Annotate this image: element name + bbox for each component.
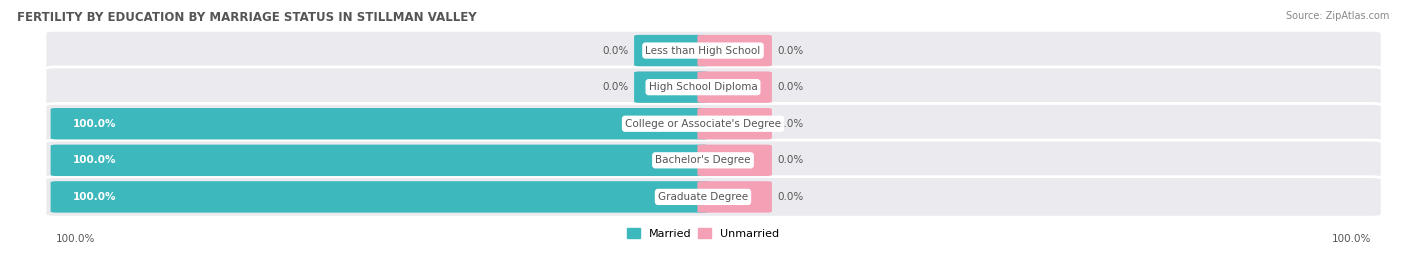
Text: 0.0%: 0.0% <box>778 82 804 92</box>
FancyBboxPatch shape <box>45 67 1382 107</box>
FancyBboxPatch shape <box>697 72 772 103</box>
Text: High School Diploma: High School Diploma <box>648 82 758 92</box>
FancyBboxPatch shape <box>51 181 709 213</box>
Text: 0.0%: 0.0% <box>602 45 628 56</box>
Text: 0.0%: 0.0% <box>778 119 804 129</box>
Text: 100.0%: 100.0% <box>56 234 96 244</box>
FancyBboxPatch shape <box>51 108 709 139</box>
Text: Bachelor's Degree: Bachelor's Degree <box>655 155 751 165</box>
Text: 100.0%: 100.0% <box>73 192 117 202</box>
Text: 100.0%: 100.0% <box>73 155 117 165</box>
Text: 0.0%: 0.0% <box>602 82 628 92</box>
Legend: Married, Unmarried: Married, Unmarried <box>627 228 779 239</box>
Text: Less than High School: Less than High School <box>645 45 761 56</box>
Text: FERTILITY BY EDUCATION BY MARRIAGE STATUS IN STILLMAN VALLEY: FERTILITY BY EDUCATION BY MARRIAGE STATU… <box>17 11 477 24</box>
FancyBboxPatch shape <box>697 35 772 66</box>
Text: Graduate Degree: Graduate Degree <box>658 192 748 202</box>
FancyBboxPatch shape <box>697 181 772 213</box>
FancyBboxPatch shape <box>45 177 1382 217</box>
FancyBboxPatch shape <box>45 104 1382 144</box>
Text: 100.0%: 100.0% <box>1331 234 1371 244</box>
FancyBboxPatch shape <box>45 30 1382 71</box>
Text: 100.0%: 100.0% <box>73 119 117 129</box>
Text: 0.0%: 0.0% <box>778 45 804 56</box>
Text: 0.0%: 0.0% <box>778 155 804 165</box>
Text: College or Associate's Degree: College or Associate's Degree <box>626 119 780 129</box>
FancyBboxPatch shape <box>45 140 1382 180</box>
Text: Source: ZipAtlas.com: Source: ZipAtlas.com <box>1285 11 1389 21</box>
FancyBboxPatch shape <box>634 35 709 66</box>
FancyBboxPatch shape <box>697 108 772 139</box>
FancyBboxPatch shape <box>634 72 709 103</box>
FancyBboxPatch shape <box>697 145 772 176</box>
FancyBboxPatch shape <box>51 145 709 176</box>
Text: 0.0%: 0.0% <box>778 192 804 202</box>
